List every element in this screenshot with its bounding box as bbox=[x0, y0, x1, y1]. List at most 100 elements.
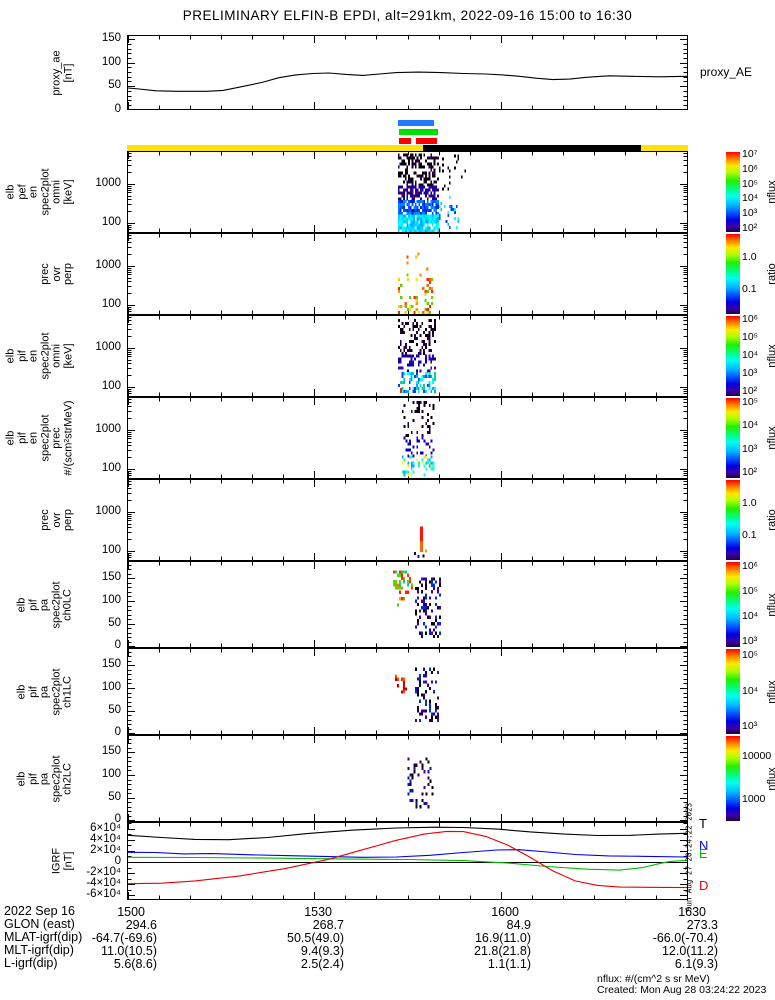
table-cell: 50.5(49.0) bbox=[287, 931, 344, 945]
colorbar-pif-prec-ovr-perp bbox=[726, 480, 740, 560]
colorbar-tick: 10⁴ bbox=[742, 609, 759, 622]
colorbar-tick: 10³ bbox=[742, 207, 758, 220]
table-cell: 1.1(1.1) bbox=[487, 957, 531, 971]
colorbar-tick: 10⁵ bbox=[742, 585, 759, 597]
table-cell: 11.0(10.5) bbox=[100, 944, 157, 958]
ytick-label: 100 bbox=[101, 680, 121, 693]
ytick-label: 1000 bbox=[95, 504, 121, 517]
colorbar-elb-pif-pa-ch2LC bbox=[726, 736, 740, 821]
side-timestamp: Sun Aug 27 20:24:22 2023 bbox=[684, 802, 694, 912]
table-row-label: MLT-igrf(dip) bbox=[4, 943, 74, 957]
panel-elb-pif-en-omni bbox=[127, 315, 688, 397]
footer: nflux: #/(cm^2 s sr MeV) Created: Mon Au… bbox=[597, 974, 766, 996]
colorbar-unit-pif-prec-ovr-perp: ratio bbox=[766, 509, 775, 531]
colorbar-unit-elb-pif-pa-ch0LC: nflux bbox=[766, 592, 775, 617]
panel-elb-pif-pa-ch1LC bbox=[127, 648, 688, 735]
ytick-label: 100 bbox=[101, 215, 121, 228]
panel-plot-area-elb-pif-en-omni bbox=[128, 316, 687, 396]
colorbar-tick: 10³ bbox=[742, 442, 758, 455]
panel-plot-area-proxy-ae bbox=[128, 36, 687, 109]
colorbar-unit-pef-prec-ovr-perp: ratio bbox=[766, 263, 775, 285]
panel-elb-pif-pa-ch2LC bbox=[127, 735, 688, 822]
status-bar-segment bbox=[422, 145, 641, 151]
table-cell: 5.6(8.6) bbox=[113, 957, 157, 971]
table-row-label: GLON (east) bbox=[4, 917, 75, 931]
table-row-label: MLAT-igrf(dip) bbox=[4, 930, 83, 944]
ytick-label: 0 bbox=[114, 855, 121, 867]
panel-plot-area-elb-pif-pa-ch0LC bbox=[128, 562, 687, 647]
axis-label-elb-pif-en-omni: elb pif en spec2plot omni [keV] bbox=[4, 332, 74, 380]
ytick-label: 0 bbox=[114, 813, 121, 826]
bar-blue bbox=[397, 120, 434, 126]
colorbar-elb-pif-pa-ch0LC bbox=[726, 562, 740, 647]
ytick-label: 100 bbox=[101, 297, 121, 310]
ytick-label: 150 bbox=[101, 658, 121, 671]
footer-created: Created: Mon Aug 28 03:24:22 2023 bbox=[597, 984, 767, 996]
colorbar-elb-pef-en-omni bbox=[726, 152, 740, 232]
ytick-label: 150 bbox=[101, 32, 121, 45]
axis-label-elb-pif-pa-ch2LC: elb pif pa spec2plot ch2LC bbox=[15, 754, 74, 803]
table-cell: 2.5(2.4) bbox=[300, 957, 344, 971]
colorbar-tick: 1.0 bbox=[742, 497, 757, 509]
panel-igrf bbox=[127, 822, 688, 900]
colorbar-tick: 10⁴ bbox=[742, 349, 759, 361]
ytick-label: 2×10⁴ bbox=[90, 843, 121, 856]
colorbar-unit-elb-pif-pa-ch2LC: nflux bbox=[766, 766, 775, 791]
ytick-label: 50 bbox=[108, 79, 121, 92]
table-cell: 16.9(11.0) bbox=[474, 931, 531, 945]
ytick-label: 100 bbox=[101, 55, 121, 68]
ytick-label: -6×10⁴ bbox=[86, 888, 121, 901]
ytick-label: 50 bbox=[108, 616, 121, 629]
panel-elb-pif-en-prec bbox=[127, 397, 688, 479]
colorbar-tick: 10² bbox=[742, 466, 758, 479]
ytick-label: 150 bbox=[101, 745, 121, 758]
table-cell: 1500 bbox=[117, 905, 145, 919]
status-bar-segment bbox=[127, 145, 423, 151]
colorbar-tick: 10⁵ bbox=[742, 395, 759, 408]
axis-label-elb-pif-pa-ch0LC: elb pif pa spec2plot ch0LC bbox=[15, 580, 74, 629]
right-label-proxy-ae: proxy_AE bbox=[700, 64, 753, 79]
panel-plot-area-elb-pif-pa-ch1LC bbox=[128, 649, 687, 734]
colorbar-elb-pif-en-omni bbox=[726, 316, 740, 396]
colorbar-tick: 10⁵ bbox=[742, 331, 759, 343]
colorbar-tick: 1.0 bbox=[742, 251, 757, 263]
colorbar-unit-elb-pif-en-omni: nflux bbox=[766, 344, 775, 368]
table-row-label: L-igrf(dip) bbox=[4, 956, 58, 970]
ytick-label: 100 bbox=[101, 593, 121, 606]
axis-label-elb-pif-en-prec: elb pif en spec2plot prec #/(scm²strMeV) bbox=[4, 400, 74, 476]
ytick-label: 100 bbox=[101, 461, 121, 474]
colorbar-tick: 0.1 bbox=[742, 283, 757, 295]
bar-red bbox=[399, 138, 411, 144]
table-cell: 84.9 bbox=[506, 918, 531, 932]
ytick-label: 0 bbox=[114, 639, 121, 652]
ytick-label: 0 bbox=[114, 102, 121, 115]
table-cell: 1630 bbox=[678, 905, 706, 919]
colorbar-tick: 10² bbox=[742, 221, 758, 234]
ytick-label: -4×10⁴ bbox=[86, 877, 121, 890]
colorbar-tick: 10⁵ bbox=[742, 648, 759, 661]
ytick-label: 50 bbox=[108, 703, 121, 716]
table-row-label: 2022 Sep 16 bbox=[4, 904, 75, 918]
colorbar-tick: 10⁴ bbox=[742, 192, 759, 205]
colorbar-unit-elb-pef-en-omni: nflux bbox=[766, 180, 775, 204]
colorbar-elb-pif-pa-ch1LC bbox=[726, 649, 740, 734]
footer-units: nflux: #/(cm^2 s sr MeV) bbox=[597, 973, 710, 985]
axis-label-pef-prec-ovr-perp: prec ovr perp bbox=[38, 262, 74, 286]
panel-elb-pif-pa-ch0LC bbox=[127, 561, 688, 648]
colorbar-pef-prec-ovr-perp bbox=[726, 234, 740, 314]
table-cell: 21.8(21.8) bbox=[474, 944, 531, 958]
colorbar-tick: 10000 bbox=[742, 750, 772, 763]
colorbar-tick: 10⁵ bbox=[742, 177, 759, 190]
igrf-label-D: D bbox=[699, 878, 709, 893]
axis-label-igrf: IGRF [nT] bbox=[50, 847, 74, 875]
ytick-label: 50 bbox=[108, 790, 121, 803]
panel-plot-area-pif-prec-ovr-perp bbox=[128, 480, 687, 560]
table-cell: -66.0(-70.4) bbox=[652, 931, 718, 945]
ytick-label: 4×10⁴ bbox=[90, 832, 121, 845]
table-cell: 1600 bbox=[491, 905, 519, 919]
colorbar-tick: 10⁶ bbox=[742, 162, 759, 175]
colorbar-tick: 10³ bbox=[742, 634, 758, 647]
colorbar-tick: 10⁴ bbox=[742, 684, 759, 697]
table-cell: 6.1(9.3) bbox=[674, 957, 718, 971]
